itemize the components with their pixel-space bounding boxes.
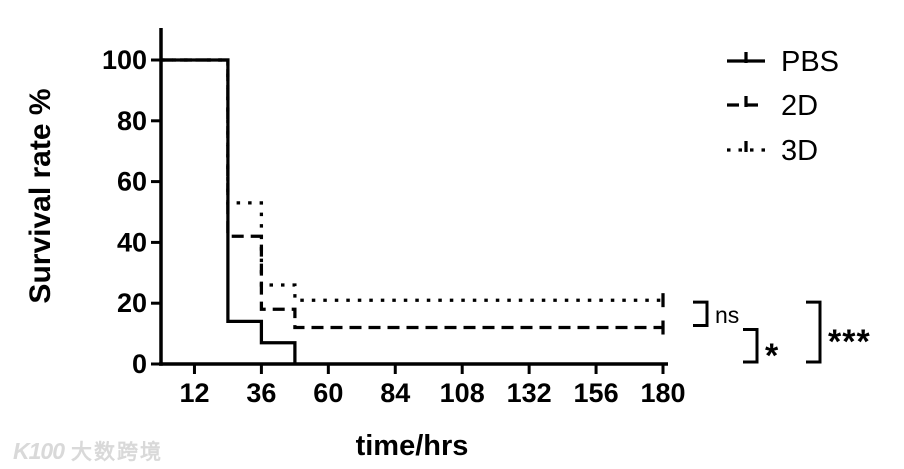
x-tick-label: 84 bbox=[380, 378, 410, 408]
x-tick-label: 156 bbox=[574, 378, 619, 408]
legend-label-3d: 3D bbox=[781, 135, 818, 167]
x-tick-label: 36 bbox=[246, 378, 276, 408]
y-axis-title: Survival rate % bbox=[24, 88, 57, 303]
significance-label-2: *** bbox=[828, 323, 871, 361]
significance-label-0: ns bbox=[715, 302, 739, 328]
y-tick-label: 40 bbox=[117, 227, 147, 257]
significance-bracket-2 bbox=[806, 300, 822, 364]
x-tick-label: 108 bbox=[440, 378, 485, 408]
x-tick-label: 132 bbox=[507, 378, 552, 408]
y-tick-label: 80 bbox=[117, 106, 147, 136]
legend-label-2d: 2D bbox=[781, 90, 818, 122]
significance-label-1: * bbox=[765, 337, 779, 375]
y-tick-label: 60 bbox=[117, 167, 147, 197]
x-tick-label: 60 bbox=[313, 378, 343, 408]
y-tick-label: 0 bbox=[132, 349, 147, 379]
y-tick-label: 100 bbox=[102, 45, 147, 75]
watermark: K100 大数跨境 bbox=[13, 436, 163, 466]
watermark-logo-icon: K100 bbox=[13, 437, 65, 464]
significance-bracket-1 bbox=[743, 328, 759, 364]
y-tick-label: 20 bbox=[117, 288, 147, 318]
significance-bracket-0 bbox=[693, 300, 709, 328]
watermark-text: 大数跨境 bbox=[70, 441, 163, 464]
series-2d-line bbox=[161, 58, 663, 330]
x-tick-label: 12 bbox=[179, 378, 209, 408]
x-axis-title: time/hrs bbox=[356, 430, 469, 462]
x-tick-label: 180 bbox=[640, 378, 685, 408]
series-3d-line bbox=[161, 58, 663, 302]
legend-label-pbs: PBS bbox=[781, 46, 839, 78]
